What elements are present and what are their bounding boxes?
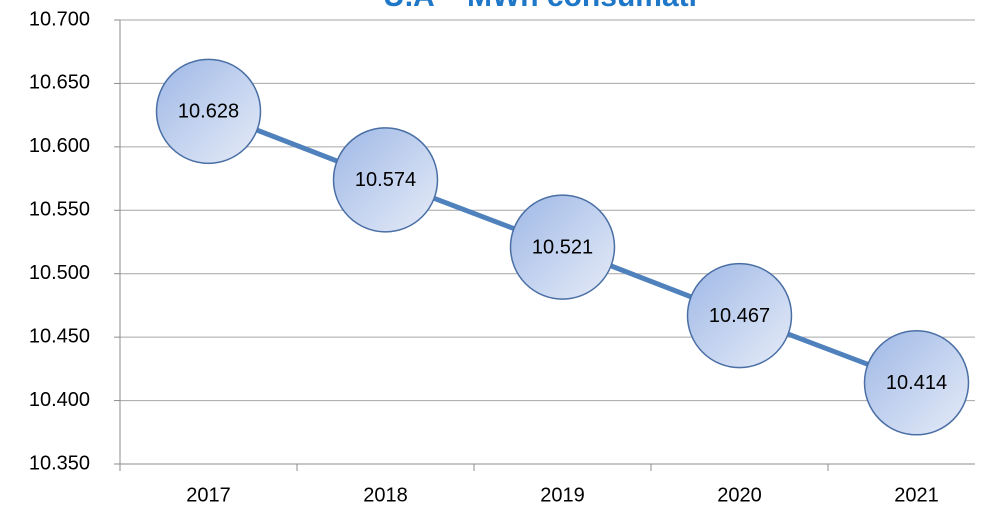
data-bubble (686, 262, 793, 369)
data-label: 10.628 (178, 101, 239, 123)
x-tick-label: 2017 (186, 484, 231, 506)
y-tick-label: 10.600 (29, 135, 90, 157)
data-label: 10.521 (532, 236, 593, 258)
y-tick-label: 10.350 (29, 452, 90, 474)
data-label: 10.574 (355, 169, 416, 191)
x-tick-label: 2019 (540, 484, 585, 506)
data-label: 10.414 (886, 372, 947, 394)
y-tick-label: 10.400 (29, 389, 90, 411)
x-tick-label: 2020 (717, 484, 762, 506)
chart-title: U.A – MWh consumati (383, 0, 697, 13)
data-label: 10.467 (709, 305, 770, 327)
y-tick-label: 10.650 (29, 72, 90, 94)
y-tick-label: 10.700 (29, 8, 90, 30)
y-tick-label: 10.500 (29, 262, 90, 284)
data-bubble (863, 330, 970, 436)
x-tick-label: 2018 (363, 484, 408, 506)
data-bubble (155, 58, 262, 165)
data-bubble (332, 127, 439, 233)
y-tick-label: 10.550 (29, 199, 90, 221)
data-bubble (509, 194, 616, 300)
y-tick-label: 10.450 (29, 325, 90, 347)
x-tick-label: 2021 (894, 484, 939, 506)
